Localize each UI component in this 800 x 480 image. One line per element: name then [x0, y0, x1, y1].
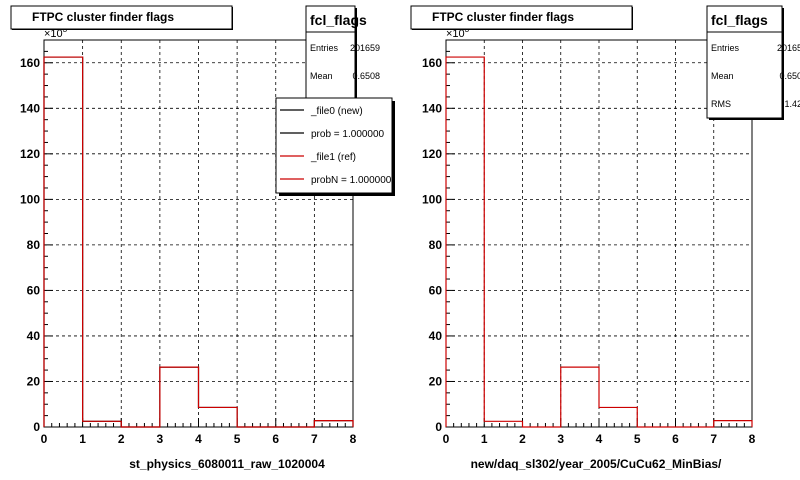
legend-label: probN = 1.000000 — [311, 175, 392, 186]
y-tick-label: 40 — [429, 329, 443, 343]
histogram-series-2 — [43, 56, 354, 428]
x-tick-label: 8 — [350, 432, 357, 446]
stats-label: RMS — [711, 99, 731, 109]
stats-name: fcl_flags — [711, 12, 768, 28]
stats-label: Entries — [711, 43, 740, 53]
y-tick-label: 100 — [20, 192, 40, 206]
x-tick-label: 1 — [79, 432, 86, 446]
stats-label: Entries — [310, 43, 339, 53]
title-box — [10, 5, 233, 30]
y-tick-label: 40 — [27, 329, 41, 343]
x-tick-label: 3 — [157, 432, 164, 446]
y-tick-label: 60 — [429, 283, 443, 297]
y-tick-label: 20 — [429, 374, 443, 388]
x-tick-label: 6 — [672, 432, 679, 446]
legend-label: _file1 (ref) — [310, 152, 356, 163]
x-tick-label: 7 — [710, 432, 717, 446]
stats-box — [706, 5, 783, 119]
stats-box — [305, 5, 356, 99]
x-tick-label: 5 — [634, 432, 641, 446]
x-axis-label: st_physics_6080011_raw_1020004 — [129, 457, 325, 471]
stats-value: 1.425 — [784, 99, 800, 109]
y-tick-label: 80 — [27, 238, 41, 252]
y-tick-label: 100 — [422, 192, 442, 206]
y-tick-label: 160 — [20, 56, 40, 70]
x-tick-label: 8 — [749, 432, 756, 446]
chart-title: FTPC cluster finder flags — [432, 10, 574, 24]
stats-value: 201659 — [350, 43, 380, 53]
y-tick-label: 20 — [27, 374, 41, 388]
x-axis-label: new/daq_sl302/year_2005/CuCu62_MinBias/ — [471, 457, 722, 471]
x-tick-label: 0 — [41, 432, 48, 446]
histogram-panel-1: 012345678020406080100120140160×103st_phy… — [10, 5, 395, 471]
title-box — [410, 5, 633, 30]
histogram-panel-2: 012345678020406080100120140160×103new/da… — [410, 5, 800, 471]
legend-label: prob = 1.000000 — [311, 129, 385, 140]
y-tick-label: 80 — [429, 238, 443, 252]
stats-label: Mean — [711, 71, 734, 81]
x-tick-label: 4 — [195, 432, 202, 446]
histogram-series-1 — [445, 56, 753, 428]
y-tick-label: 140 — [20, 101, 40, 115]
y-tick-label: 0 — [435, 420, 442, 434]
x-tick-label: 7 — [311, 432, 318, 446]
stats-label: Mean — [310, 71, 333, 81]
stats-name: fcl_flags — [310, 12, 367, 28]
x-tick-label: 5 — [234, 432, 241, 446]
stats-value: 0.6508 — [352, 71, 380, 81]
stats-value: 201659 — [777, 43, 800, 53]
y-tick-label: 0 — [33, 420, 40, 434]
legend-box — [275, 97, 393, 194]
stats-value: 0.6508 — [779, 71, 800, 81]
x-tick-label: 4 — [596, 432, 603, 446]
x-tick-label: 6 — [272, 432, 279, 446]
x-tick-label: 1 — [481, 432, 488, 446]
chart-title: FTPC cluster finder flags — [32, 10, 174, 24]
y-tick-label: 120 — [20, 147, 40, 161]
x-tick-label: 3 — [557, 432, 564, 446]
x-tick-label: 2 — [118, 432, 125, 446]
x-tick-label: 0 — [443, 432, 450, 446]
x-tick-label: 2 — [519, 432, 526, 446]
y-tick-label: 140 — [422, 101, 442, 115]
legend-label: _file0 (new) — [310, 106, 363, 117]
y-tick-label: 120 — [422, 147, 442, 161]
y-tick-label: 60 — [27, 283, 41, 297]
y-tick-label: 160 — [422, 56, 442, 70]
